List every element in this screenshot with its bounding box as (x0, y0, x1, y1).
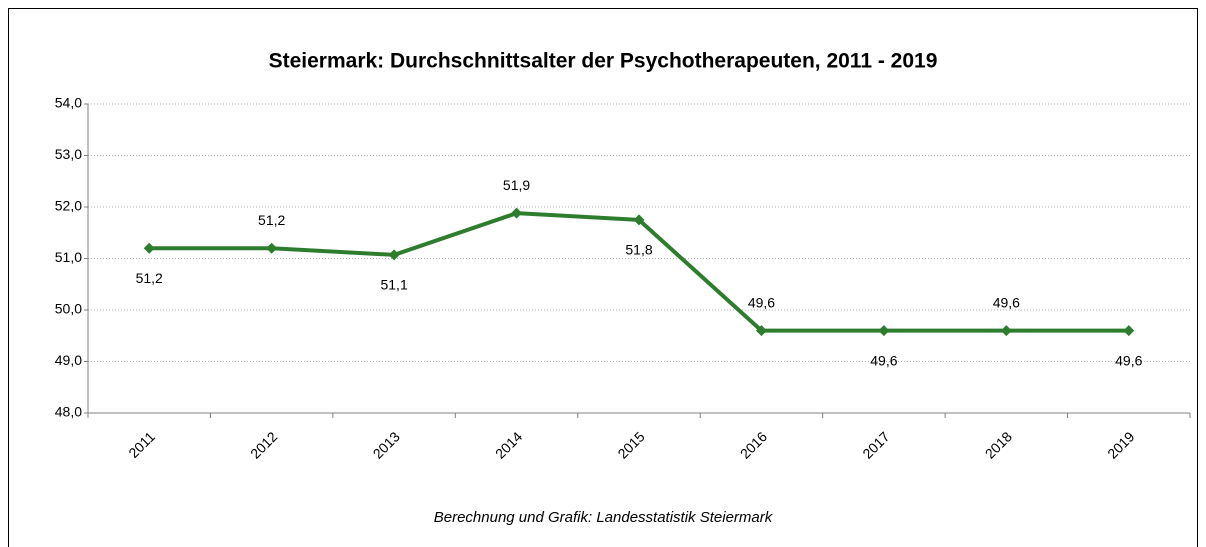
y-tick-label: 51,0 (55, 249, 82, 265)
y-tick-label: 49,0 (55, 352, 82, 368)
data-point (1000, 325, 1012, 337)
y-tick-label: 52,0 (55, 198, 82, 214)
y-tick-label: 54,0 (55, 95, 82, 111)
data-label: 51,9 (503, 177, 530, 193)
data-point (143, 242, 155, 254)
data-point (633, 214, 645, 226)
y-tick-label: 48,0 (55, 404, 82, 420)
data-label: 51,1 (380, 277, 407, 293)
data-label: 49,6 (1115, 352, 1142, 368)
y-tick-label: 50,0 (55, 301, 82, 317)
data-point (1123, 325, 1135, 337)
data-point (755, 325, 767, 337)
data-label: 51,2 (258, 212, 285, 228)
source-note: Berechnung und Grafik: Landesstatistik S… (434, 509, 774, 526)
data-label: 51,2 (136, 270, 163, 286)
chart-title: Steiermark: Durchschnittsalter der Psych… (269, 50, 938, 73)
data-point (511, 207, 523, 219)
chart-frame (8, 8, 1198, 547)
data-point (878, 325, 890, 337)
data-label: 49,6 (748, 294, 775, 310)
data-label: 49,6 (993, 294, 1020, 310)
data-point (388, 249, 400, 261)
y-tick-label: 53,0 (55, 146, 82, 162)
data-label: 51,8 (625, 242, 652, 258)
data-point (266, 242, 278, 254)
data-label: 49,6 (870, 352, 897, 368)
